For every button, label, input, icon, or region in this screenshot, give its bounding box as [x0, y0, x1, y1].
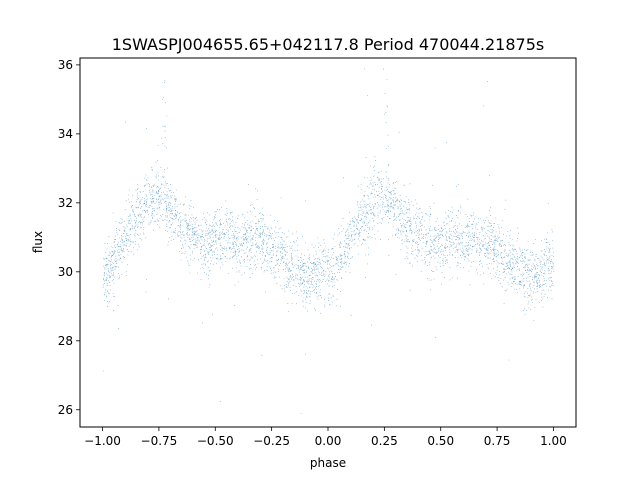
- y-axis-ticks: 26 28 30 32 34 36: [58, 58, 80, 417]
- x-tick-label: 0.75: [484, 434, 511, 448]
- x-axis-label: phase: [310, 456, 346, 470]
- x-tick-label: −0.50: [197, 434, 234, 448]
- y-tick-label: 36: [58, 58, 73, 72]
- x-tick-label: 1.00: [540, 434, 567, 448]
- x-tick-label: 0.50: [427, 434, 454, 448]
- x-tick-label: −0.25: [253, 434, 290, 448]
- x-axis-ticks: −1.00 −0.75 −0.50 −0.25 0.00 0.25 0.50 0.75 1.00: [84, 427, 567, 448]
- y-tick-label: 30: [58, 265, 73, 279]
- y-axis-label: flux: [31, 231, 45, 253]
- chart-title: 1SWASPJ004655.65+042117.8 Period 470044.…: [112, 35, 544, 54]
- x-tick-label: 0.25: [371, 434, 398, 448]
- y-tick-label: 32: [58, 196, 73, 210]
- x-tick-label: −1.00: [84, 434, 121, 448]
- x-tick-label: −0.75: [141, 434, 178, 448]
- y-tick-label: 28: [58, 334, 73, 348]
- y-tick-label: 34: [58, 127, 73, 141]
- plot-area: [80, 58, 576, 427]
- y-tick-label: 26: [58, 403, 73, 417]
- x-tick-label: 0.00: [315, 434, 342, 448]
